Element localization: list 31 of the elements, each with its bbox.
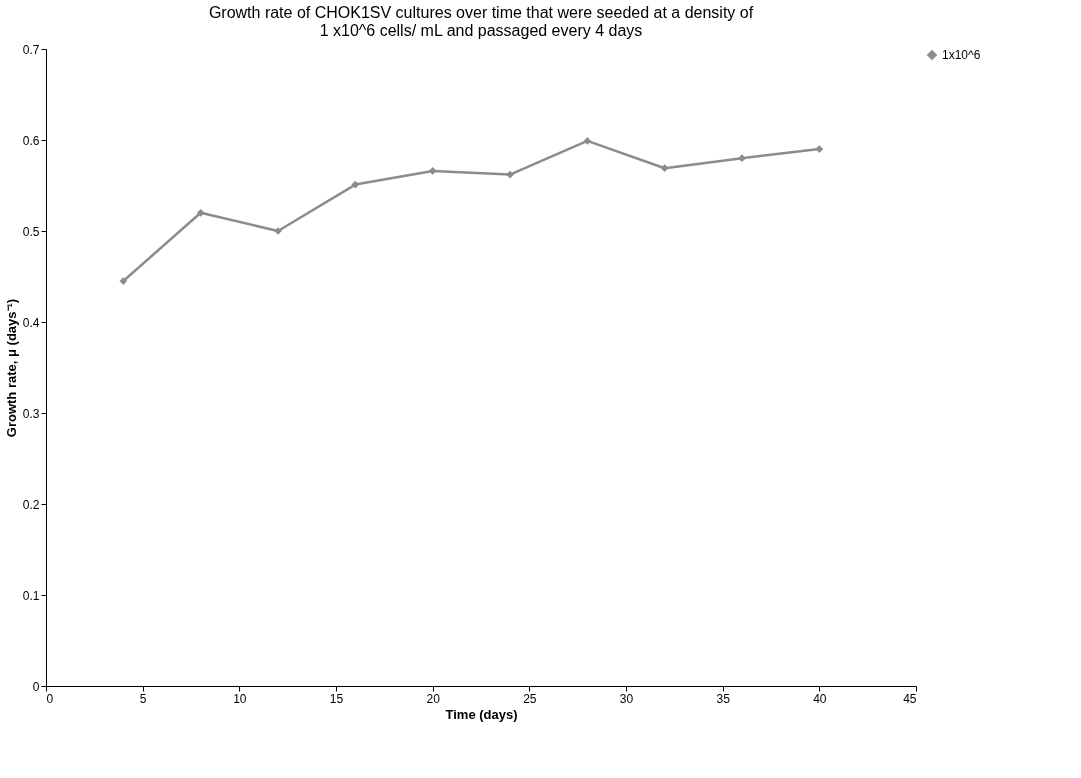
x-tick-label: 0 (46, 691, 54, 706)
y-tick-label: 0.1 (22, 588, 40, 603)
point (119, 277, 128, 285)
y-axis-title: Growth rate, μ (days⁻¹) (3, 298, 19, 438)
x-tick-label: 10 (233, 691, 247, 706)
point (738, 154, 746, 163)
legend-label: 1x10^6 (942, 48, 981, 62)
y-tick-label: 0.6 (22, 133, 40, 148)
x-tick-label: 40 (813, 691, 827, 706)
point (660, 164, 669, 173)
point (583, 137, 592, 145)
y-tick-label: 0 (32, 679, 40, 694)
x-axis-title: Time (days) (445, 706, 518, 722)
x-tick-label: 45 (903, 691, 917, 706)
x-tick-label: 20 (426, 691, 441, 706)
y-tick-label: 0.3 (22, 406, 40, 421)
y-tick-label: 0.7 (22, 42, 40, 57)
y-tick-label: 0.2 (22, 497, 40, 512)
x-tick-label: 25 (523, 691, 537, 706)
point (506, 170, 514, 179)
point (428, 167, 437, 175)
y-tick-label: 0.4 (22, 315, 40, 330)
y-tick-label: 0.5 (22, 224, 40, 239)
point (351, 180, 360, 189)
point (815, 145, 824, 153)
x-tick-label: 5 (139, 691, 147, 706)
x-tick-label: 15 (329, 691, 344, 706)
x-tick-label: 35 (716, 691, 731, 706)
chart-title: Growth rate of CHOK1SV cultures over time that were seeded at a density of 1 x10^6 cells/ mL and passaged every 4 days (208, 4, 754, 39)
x-tick-label: 30 (619, 691, 634, 706)
point (196, 208, 205, 217)
